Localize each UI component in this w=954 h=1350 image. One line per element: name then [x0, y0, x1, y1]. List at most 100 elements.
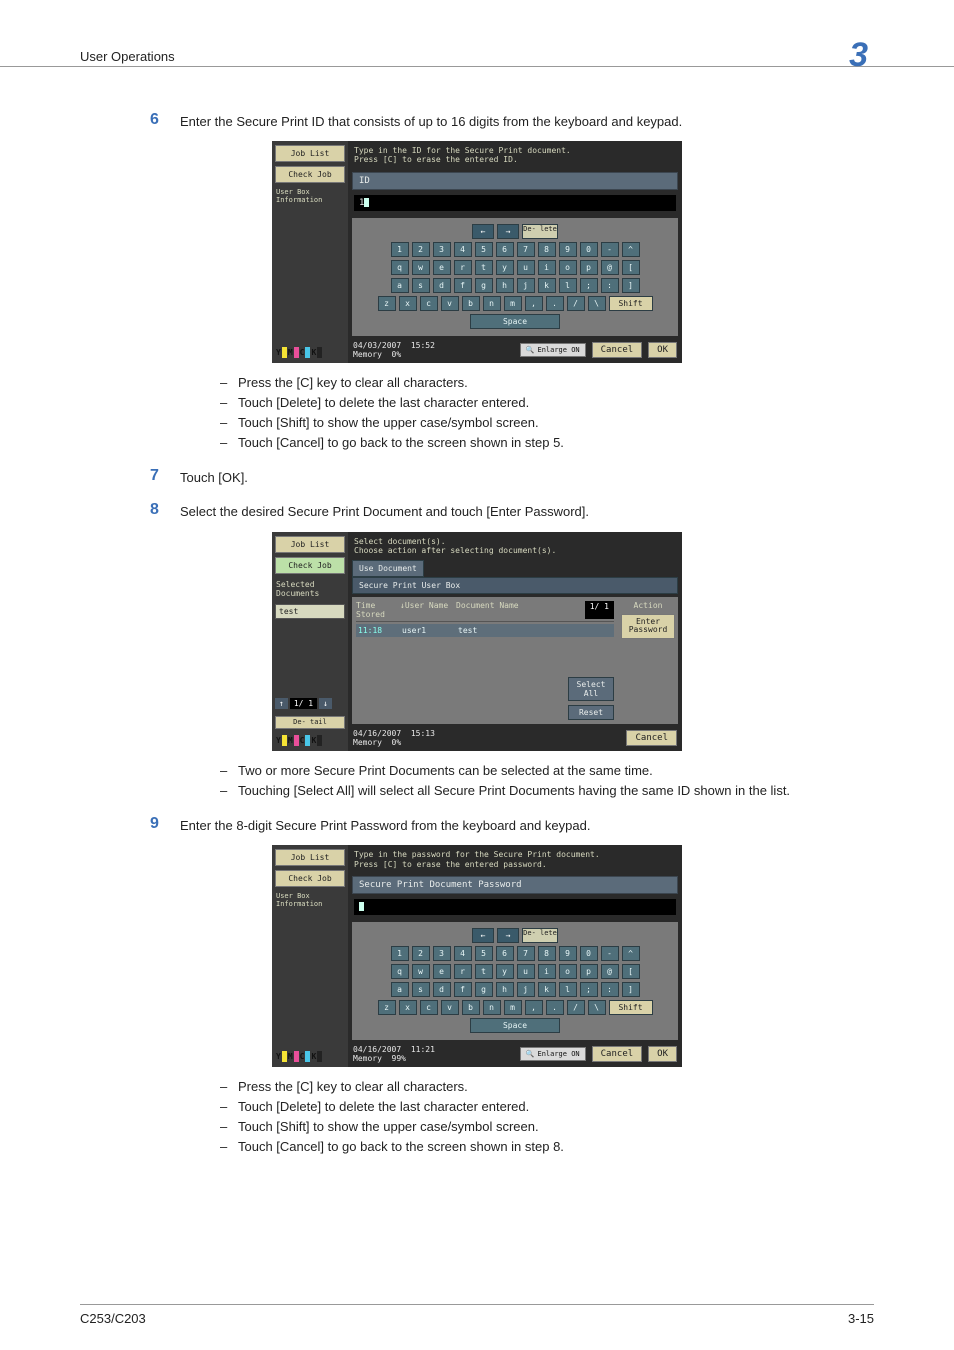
key[interactable]: w	[412, 260, 430, 275]
space-key[interactable]: Space	[470, 314, 560, 329]
key[interactable]: v	[441, 296, 459, 311]
key[interactable]: \	[588, 296, 606, 311]
reset-button[interactable]: Reset	[568, 705, 614, 720]
ok-button[interactable]: OK	[648, 342, 677, 358]
key[interactable]: o	[559, 260, 577, 275]
key[interactable]: p	[580, 260, 598, 275]
key[interactable]: j	[517, 278, 535, 293]
key[interactable]: ]	[622, 278, 640, 293]
key[interactable]: l	[559, 982, 577, 997]
key[interactable]: b	[462, 296, 480, 311]
key[interactable]: ^	[622, 946, 640, 961]
nav-left-key[interactable]: ←	[472, 224, 494, 239]
key[interactable]: :	[601, 278, 619, 293]
key[interactable]: f	[454, 982, 472, 997]
key[interactable]: h	[496, 982, 514, 997]
select-all-button[interactable]: Select All	[568, 677, 614, 701]
key[interactable]: f	[454, 278, 472, 293]
key[interactable]: ]	[622, 982, 640, 997]
id-input[interactable]: 1	[354, 195, 676, 211]
key[interactable]: k	[538, 278, 556, 293]
key[interactable]: s	[412, 982, 430, 997]
key[interactable]: .	[546, 1000, 564, 1015]
key[interactable]: i	[538, 964, 556, 979]
ok-button[interactable]: OK	[648, 1046, 677, 1062]
key[interactable]: 3	[433, 242, 451, 257]
key[interactable]: /	[567, 296, 585, 311]
password-input[interactable]	[354, 899, 676, 915]
key[interactable]: 8	[538, 946, 556, 961]
cancel-button[interactable]: Cancel	[626, 730, 677, 746]
key[interactable]: z	[378, 1000, 396, 1015]
key[interactable]: -	[601, 242, 619, 257]
key[interactable]: r	[454, 964, 472, 979]
key[interactable]: 7	[517, 946, 535, 961]
key[interactable]: .	[546, 296, 564, 311]
key[interactable]: c	[420, 1000, 438, 1015]
key[interactable]: ;	[580, 278, 598, 293]
key[interactable]: /	[567, 1000, 585, 1015]
key[interactable]: m	[504, 296, 522, 311]
key[interactable]: 4	[454, 946, 472, 961]
key[interactable]: ,	[525, 296, 543, 311]
key[interactable]: ,	[525, 1000, 543, 1015]
key[interactable]: g	[475, 982, 493, 997]
key[interactable]: u	[517, 964, 535, 979]
key[interactable]: g	[475, 278, 493, 293]
key[interactable]: 9	[559, 946, 577, 961]
key[interactable]: x	[399, 1000, 417, 1015]
key[interactable]: o	[559, 964, 577, 979]
enlarge-button[interactable]: 🔍Enlarge ON	[520, 343, 586, 357]
job-list-button[interactable]: Job List	[275, 849, 345, 866]
key[interactable]: a	[391, 278, 409, 293]
job-list-button[interactable]: Job List	[275, 145, 345, 162]
key[interactable]: [	[622, 260, 640, 275]
detail-button[interactable]: De- tail	[275, 716, 345, 729]
key[interactable]: a	[391, 982, 409, 997]
job-list-button[interactable]: Job List	[275, 536, 345, 553]
pager-up-icon[interactable]: ↑	[275, 698, 288, 709]
selected-document-item[interactable]: test	[275, 604, 345, 619]
key[interactable]: i	[538, 260, 556, 275]
check-job-button[interactable]: Check Job	[275, 557, 345, 574]
document-row[interactable]: 11:18 user1 test	[356, 624, 614, 637]
key[interactable]: y	[496, 964, 514, 979]
cancel-button[interactable]: Cancel	[592, 1046, 643, 1062]
key[interactable]: 8	[538, 242, 556, 257]
key[interactable]: k	[538, 982, 556, 997]
key[interactable]: t	[475, 964, 493, 979]
key[interactable]: l	[559, 278, 577, 293]
key[interactable]: d	[433, 278, 451, 293]
tab-secure-print-user-box[interactable]: Secure Print User Box	[352, 577, 678, 594]
key[interactable]: m	[504, 1000, 522, 1015]
enter-password-button[interactable]: Enter Password	[621, 614, 675, 639]
check-job-button[interactable]: Check Job	[275, 166, 345, 183]
key[interactable]: 5	[475, 242, 493, 257]
key[interactable]: z	[378, 296, 396, 311]
space-key[interactable]: Space	[470, 1018, 560, 1033]
key[interactable]: u	[517, 260, 535, 275]
key[interactable]: j	[517, 982, 535, 997]
key[interactable]: 0	[580, 242, 598, 257]
key[interactable]: 1	[391, 242, 409, 257]
key[interactable]: 3	[433, 946, 451, 961]
key[interactable]: r	[454, 260, 472, 275]
key[interactable]: 9	[559, 242, 577, 257]
key[interactable]: 2	[412, 946, 430, 961]
key[interactable]: 5	[475, 946, 493, 961]
key[interactable]: @	[601, 964, 619, 979]
key[interactable]: 7	[517, 242, 535, 257]
tab-use-document[interactable]: Use Document	[352, 560, 424, 577]
key[interactable]: 6	[496, 946, 514, 961]
key[interactable]: h	[496, 278, 514, 293]
key[interactable]: @	[601, 260, 619, 275]
key[interactable]: x	[399, 296, 417, 311]
shift-key[interactable]: Shift	[609, 1000, 653, 1015]
key[interactable]: n	[483, 296, 501, 311]
key[interactable]: 0	[580, 946, 598, 961]
enlarge-button[interactable]: 🔍Enlarge ON	[520, 1047, 586, 1061]
key[interactable]: ;	[580, 982, 598, 997]
cancel-button[interactable]: Cancel	[592, 342, 643, 358]
key[interactable]: 1	[391, 946, 409, 961]
delete-key[interactable]: De- lete	[522, 224, 558, 239]
